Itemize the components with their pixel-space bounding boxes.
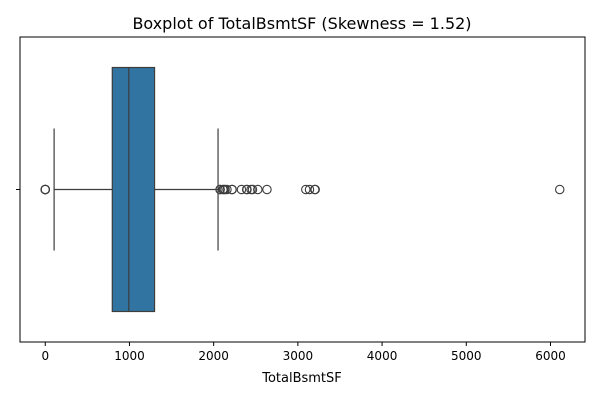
outlier-point	[304, 184, 315, 195]
outlier-point	[236, 184, 247, 195]
x-tick-label: 5000	[451, 349, 482, 363]
outlier-point	[242, 184, 252, 195]
x-tick-label: 1000	[114, 349, 145, 363]
outlier-point	[40, 184, 51, 195]
x-axis-label: TotalBsmtSF	[261, 371, 342, 386]
x-tick-label: 6000	[535, 349, 566, 363]
outlier-point	[262, 184, 272, 195]
x-tick-label: 4000	[367, 349, 398, 363]
x-tick-label: 2000	[198, 349, 229, 363]
outlier-point	[227, 184, 237, 195]
x-tick-label: 0	[41, 349, 49, 363]
plot-area	[40, 66, 565, 313]
outlier-point	[310, 184, 320, 195]
iqr-box	[111, 66, 156, 313]
outlier-point	[215, 184, 225, 195]
outlier-point	[554, 184, 565, 195]
x-tick-label: 3000	[283, 349, 314, 363]
x-axis: 0 1000 2000 3000 4000 5000 6000	[41, 342, 566, 363]
outlier-point	[222, 184, 232, 195]
chart-title: Boxplot of TotalBsmtSF (Skewness = 1.52)	[132, 14, 471, 33]
outlier-point	[253, 184, 263, 195]
outlier-point	[247, 184, 258, 195]
